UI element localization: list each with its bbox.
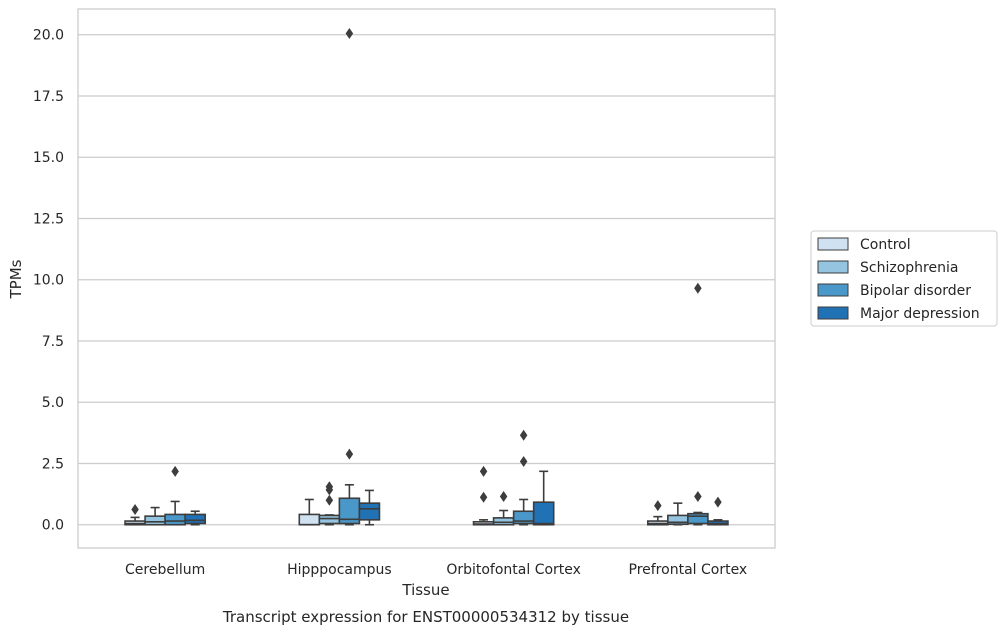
plot-area bbox=[124, 28, 729, 526]
box-iqr bbox=[492, 517, 515, 526]
box-bipolar-disorder bbox=[338, 28, 361, 526]
x-axis-ticks: Cerebellum Hipppocampus Orbitofontal Corte… bbox=[125, 562, 747, 578]
box-iqr bbox=[358, 502, 381, 521]
box-major-depression bbox=[184, 510, 207, 526]
y-tick-label: 5.0 bbox=[42, 395, 64, 411]
outlier-point bbox=[325, 494, 334, 506]
legend: Control Schizophrenia Bipolar disorder Majo… bbox=[810, 230, 998, 327]
y-axis-ticks: 0.0 2.5 5.0 7.5 10.0 12.5 15.0 17.5 20.0 bbox=[33, 28, 64, 534]
legend-label: Schizophrenia bbox=[860, 260, 958, 276]
box-iqr bbox=[144, 515, 166, 526]
outlier-point bbox=[479, 491, 488, 503]
box-iqr bbox=[687, 512, 709, 525]
box-major-depression bbox=[532, 470, 555, 526]
outlier-point bbox=[131, 504, 139, 516]
box-schizophrenia bbox=[318, 481, 341, 526]
box-control bbox=[646, 500, 669, 526]
outlier-point bbox=[519, 429, 528, 441]
outlier-point bbox=[479, 465, 488, 477]
box-schizophrenia bbox=[492, 491, 515, 526]
x-tick-label: Cerebellum bbox=[125, 562, 205, 578]
box-bipolar-disorder bbox=[687, 282, 709, 526]
y-tick-label: 2.5 bbox=[42, 456, 64, 472]
box-major-depression bbox=[707, 496, 729, 526]
y-tick-label: 7.5 bbox=[42, 334, 64, 350]
legend-frame bbox=[810, 230, 998, 327]
outlier-point bbox=[325, 481, 334, 493]
legend-label: Bipolar disorder bbox=[860, 283, 971, 299]
legend-swatch bbox=[817, 306, 849, 320]
box-iqr bbox=[184, 513, 207, 525]
x-tick-label: Prefrontal Cortex bbox=[629, 562, 748, 578]
y-tick-label: 12.5 bbox=[33, 211, 64, 227]
x-tick-label: Hipppocampus bbox=[287, 562, 392, 578]
outlier-point bbox=[345, 448, 354, 460]
chart-title: Transcript expression for ENST0000053431… bbox=[222, 608, 629, 626]
x-axis-label: Tissue bbox=[401, 581, 449, 599]
y-tick-label: 10.0 bbox=[33, 273, 64, 289]
x-tick-label: Orbitofontal Cortex bbox=[446, 562, 581, 578]
outlier-point bbox=[171, 465, 179, 477]
outlier-point bbox=[654, 500, 662, 512]
box-control bbox=[124, 504, 146, 526]
box-major-depression bbox=[358, 489, 381, 526]
box-control bbox=[472, 465, 495, 526]
y-axis-label: TPMs bbox=[7, 259, 25, 299]
box-iqr bbox=[298, 513, 321, 526]
box-iqr bbox=[164, 513, 186, 526]
legend-swatch bbox=[817, 260, 849, 274]
y-tick-label: 20.0 bbox=[33, 28, 64, 44]
y-tick-label: 15.0 bbox=[33, 150, 64, 166]
outlier-point bbox=[345, 28, 354, 39]
legend-label: Major depression bbox=[860, 306, 980, 322]
legend-swatch bbox=[817, 237, 849, 251]
outlier-point bbox=[499, 491, 508, 503]
box-schizophrenia bbox=[667, 502, 689, 526]
y-tick-label: 17.5 bbox=[33, 89, 64, 105]
outlier-point bbox=[694, 282, 702, 294]
legend-swatch bbox=[817, 283, 849, 297]
legend-label: Control bbox=[860, 237, 911, 253]
gridlines bbox=[78, 34, 775, 526]
box-schizophrenia bbox=[144, 506, 166, 526]
plot-frame bbox=[77, 8, 776, 549]
outlier-point bbox=[694, 491, 702, 503]
box-iqr bbox=[318, 514, 341, 525]
box-iqr bbox=[532, 501, 555, 526]
outlier-point bbox=[714, 496, 722, 508]
outlier-point bbox=[519, 456, 528, 468]
box-control bbox=[298, 498, 321, 526]
box-bipolar-disorder bbox=[164, 465, 186, 526]
y-tick-label: 0.0 bbox=[42, 518, 64, 534]
box-bipolar-disorder bbox=[512, 429, 535, 526]
